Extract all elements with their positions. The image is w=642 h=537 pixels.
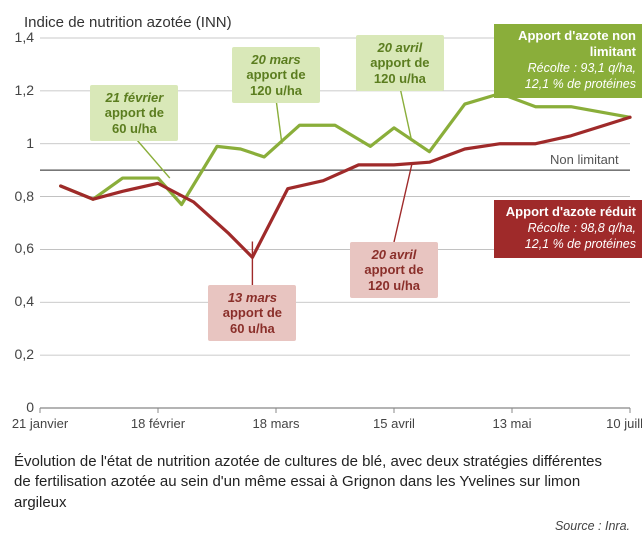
y-tick-label: 0,2 (4, 346, 34, 362)
x-tick-label: 21 janvier (12, 416, 68, 431)
legend-reduit: Apport d'azote réduit Récolte : 98,8 q/h… (494, 200, 642, 258)
y-axis-title: Indice de nutrition azotée (INN) (24, 14, 232, 31)
chart-annotation: 21 févrierapport de60 u/ha (90, 85, 178, 141)
y-tick-label: 1,2 (4, 82, 34, 98)
y-tick-label: 1 (4, 135, 34, 151)
figure-caption: Évolution de l'état de nutrition azotée … (14, 452, 614, 513)
legend-stat: Récolte : 98,8 q/ha, (528, 221, 636, 235)
chart-annotation: 20 avrilapport de120 u/ha (356, 35, 444, 91)
chart-annotation: 20 avrilapport de120 u/ha (350, 242, 438, 298)
y-tick-label: 0 (4, 399, 34, 415)
legend-stat: Récolte : 93,1 q/ha, (528, 61, 636, 75)
reference-line-label: Non limitant (550, 152, 619, 167)
legend-stat: 12,1 % de protéines (525, 77, 636, 91)
legend-non-limitant: Apport d'azote non limitant Récolte : 93… (494, 24, 642, 98)
legend-title: Apport d'azote réduit (506, 204, 636, 219)
figure-source: Source : Inra. (555, 519, 630, 533)
chart-annotation: 13 marsapport de60 u/ha (208, 285, 296, 341)
x-tick-label: 10 juillet (606, 416, 642, 431)
x-tick-label: 18 février (131, 416, 185, 431)
y-tick-label: 0,4 (4, 293, 34, 309)
legend-title: Apport d'azote non limitant (518, 28, 636, 59)
y-tick-label: 0,6 (4, 240, 34, 256)
chart-area: Indice de nutrition azotée (INN) 0 0,2 0,4… (0, 0, 642, 440)
legend-stat: 12,1 % de protéines (525, 237, 636, 251)
x-tick-label: 15 avril (373, 416, 415, 431)
y-tick-label: 1,4 (4, 29, 34, 45)
y-tick-label: 0,8 (4, 188, 34, 204)
chart-annotation: 20 marsapport de120 u/ha (232, 47, 320, 103)
x-tick-label: 13 mai (492, 416, 531, 431)
x-tick-label: 18 mars (253, 416, 300, 431)
